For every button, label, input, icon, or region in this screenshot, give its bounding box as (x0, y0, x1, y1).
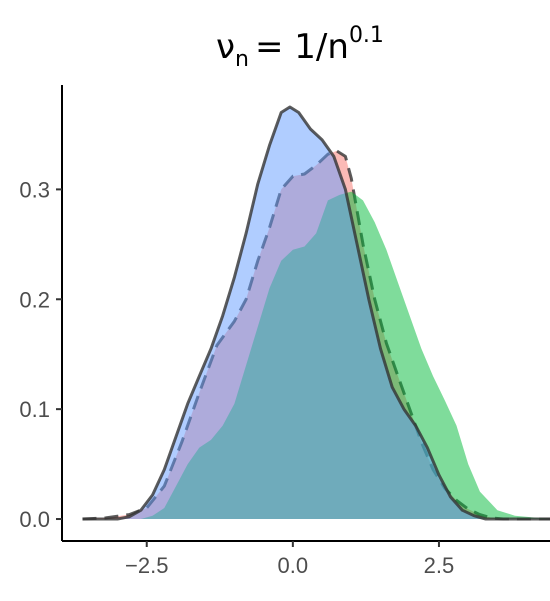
x-tick-label: 2.5 (424, 553, 455, 578)
x-tick-label: −2.5 (125, 553, 168, 578)
chart-title: νn= 1/n0.1 (216, 23, 384, 72)
title-subscript: n (235, 47, 249, 72)
y-tick-label: 0.3 (19, 177, 50, 202)
series-layer (83, 107, 550, 519)
y-tick-label: 0.2 (19, 287, 50, 312)
title-equation: = 1/n (255, 27, 349, 67)
x-tick-label: 0.0 (278, 553, 309, 578)
density-area-3 (83, 107, 550, 519)
title-symbol: ν (216, 27, 235, 67)
title-exponent: 0.1 (349, 23, 384, 48)
y-tick-label: 0.1 (19, 397, 50, 422)
y-tick-label: 0.0 (19, 507, 50, 532)
